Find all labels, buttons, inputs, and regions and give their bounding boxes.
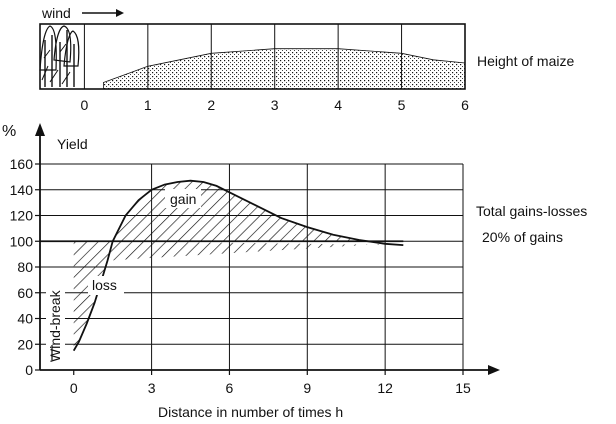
maize-x-tick-labels: 0 1 2 3 4 5 6 xyxy=(81,97,470,113)
y-axis-label: Yield xyxy=(57,136,88,152)
x-tick-label: 0 xyxy=(70,380,78,396)
loss-label-backing xyxy=(88,276,124,295)
maize-x-tick-label: 1 xyxy=(144,97,152,113)
x-tick-label: 12 xyxy=(377,380,393,396)
total-gains-losses-label: Total gains-losses xyxy=(476,203,587,219)
wind-arrow-icon xyxy=(82,9,124,17)
maize-x-tick-label: 4 xyxy=(334,97,342,113)
y-tick-label: 100 xyxy=(10,233,34,249)
maize-x-tick-label: 2 xyxy=(207,97,215,113)
y-axis-arrow-icon xyxy=(35,123,45,136)
loss-hatched-area xyxy=(73,241,404,351)
y-tick-label: 40 xyxy=(17,311,33,327)
x-tick-labels: 0 3 6 9 12 15 xyxy=(70,370,471,396)
windbreak-annotation: Wind-break xyxy=(47,289,63,362)
y-tick-label: 20 xyxy=(17,336,33,352)
maize-x-tick-label: 3 xyxy=(271,97,279,113)
maize-height-panel: wind 0 1 2 3 4 5 6 Height of maize xyxy=(39,5,574,113)
y-tick-label: 60 xyxy=(17,285,33,301)
maize-x-tick-label: 0 xyxy=(81,97,89,113)
windbreak-trees-icon xyxy=(39,25,80,87)
x-tick-label: 3 xyxy=(148,380,156,396)
x-tick-label: 6 xyxy=(226,380,234,396)
loss-annotation: loss xyxy=(92,277,117,293)
wind-label: wind xyxy=(41,5,71,21)
y-axis-percent-symbol: % xyxy=(2,123,16,140)
gain-annotation: gain xyxy=(170,191,196,207)
x-tick-label: 9 xyxy=(303,380,311,396)
windbreak-label-backing xyxy=(46,268,65,364)
height-of-maize-label: Height of maize xyxy=(477,53,574,69)
y-tick-label: 160 xyxy=(10,156,34,172)
x-axis-label: Distance in number of times h xyxy=(158,404,343,420)
y-tick-labels: 0 20 40 60 80 100 120 140 160 xyxy=(10,156,40,378)
x-axis-arrow-icon xyxy=(488,365,500,375)
maize-height-profile xyxy=(102,48,466,90)
yield-chart-panel: 0 20 40 60 80 100 120 140 160 0 3 6 9 12 15 % Yield D… xyxy=(2,123,587,420)
maize-x-tick-label: 6 xyxy=(461,97,469,113)
x-tick-label: 15 xyxy=(455,380,471,396)
gain-label-backing xyxy=(165,189,201,208)
y-tick-label: 140 xyxy=(10,182,34,198)
percent-of-gains-label: 20% of gains xyxy=(482,229,563,245)
y-tick-label: 120 xyxy=(10,208,34,224)
y-tick-label: 0 xyxy=(25,362,33,378)
maize-x-tick-label: 5 xyxy=(398,97,406,113)
y-tick-label: 80 xyxy=(17,259,33,275)
